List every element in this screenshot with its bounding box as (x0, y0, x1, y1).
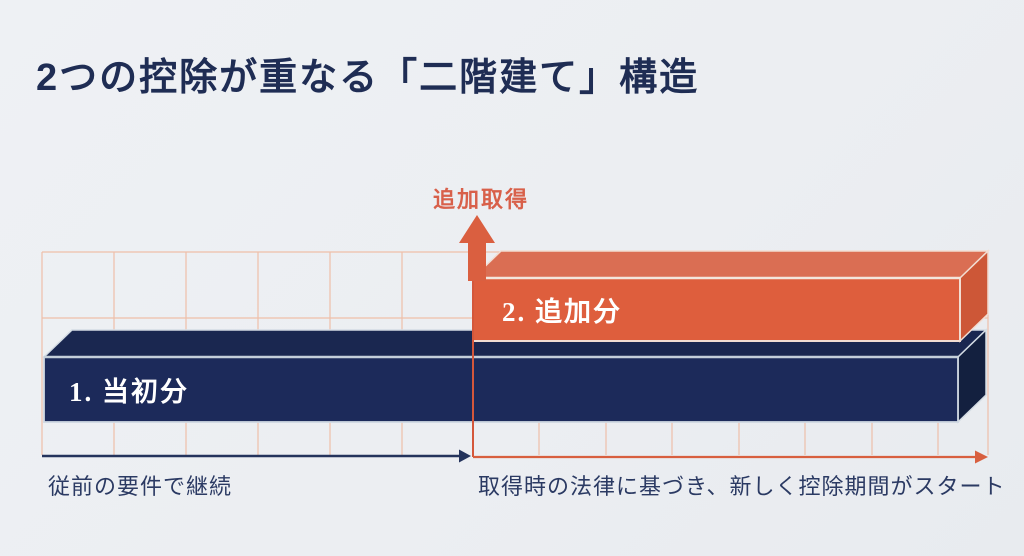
timeline-right-label: 取得時の法律に基づき、新しく控除期間がスタート (478, 474, 1006, 499)
page-title: 2つの控除が重なる「二階建て」構造 (36, 57, 700, 99)
bar-original (42, 328, 988, 424)
timeline-right-arrow (473, 450, 988, 464)
timeline-left-label: 従前の要件で継続 (48, 474, 233, 499)
arrow-up-icon (459, 215, 495, 281)
acquisition-label: 追加取得 (432, 187, 529, 212)
timeline-left-arrow (42, 449, 471, 463)
bar-additional (471, 249, 990, 343)
